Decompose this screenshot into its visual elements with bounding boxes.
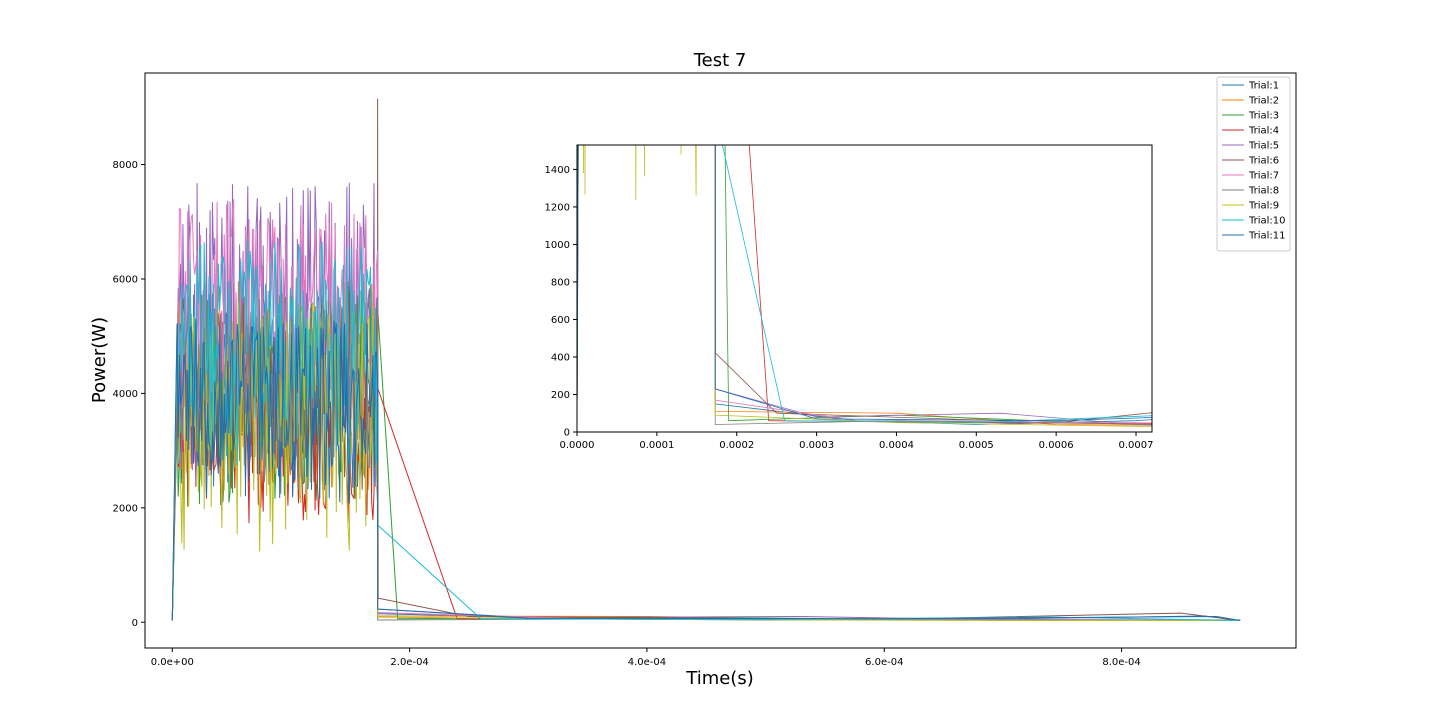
inset-x-tick-label: 0.0002 <box>719 440 754 451</box>
legend-label: Trial:6 <box>1248 156 1279 167</box>
inset-y-tick-label: 200 <box>551 390 570 401</box>
x-tick-label: 0.0e+00 <box>151 657 194 668</box>
inset-x-tick-label: 0.0004 <box>879 440 914 451</box>
legend-label: Trial:3 <box>1248 111 1279 122</box>
x-axis-title: Time(s) <box>685 668 753 689</box>
main-axis-ticks: 0.0e+00 2.0e-04 4.0e-04 6.0e-04 8.0e-0402000… <box>113 160 1141 668</box>
inset-y-tick-label: 1200 <box>545 202 570 213</box>
inset-plot-frame <box>576 144 1153 433</box>
inset-x-tick-label: 0.0006 <box>1039 440 1074 451</box>
legend-label: Trial:4 <box>1248 126 1279 137</box>
legend-label: Trial:1 <box>1248 81 1279 92</box>
legend-label: Trial:7 <box>1248 171 1279 182</box>
inset-y-tick-label: 1400 <box>545 165 570 176</box>
inset-x-tick-label: 0.0003 <box>799 440 834 451</box>
y-tick-label: 4000 <box>113 389 138 400</box>
inset-plot-background <box>577 145 1152 432</box>
x-tick-label: 8.0e-04 <box>1102 657 1140 668</box>
series-line-trial-5 <box>171 182 1241 621</box>
legend-label: Trial:8 <box>1248 186 1279 197</box>
inset-y-tick-label: 0 <box>564 428 570 439</box>
legend: Trial:1 Trial:2 Trial:3 Trial:4 Trial:5 Trial… <box>1216 76 1291 252</box>
legend-label: Trial:9 <box>1248 201 1279 212</box>
series-line-trial-10 <box>171 240 1241 621</box>
inset-y-tick-label: 600 <box>551 315 570 326</box>
y-tick-label: 2000 <box>113 503 138 514</box>
main-plot-frame <box>144 72 1297 649</box>
legend-box <box>1216 76 1291 252</box>
y-tick-label: 8000 <box>113 160 138 171</box>
x-tick-label: 2.0e-04 <box>390 657 428 668</box>
legend-label: Trial:2 <box>1248 96 1279 107</box>
inset-y-tick-label: 800 <box>551 277 570 288</box>
y-axis-title: Power(W) <box>89 317 110 403</box>
inset-x-tick-label: 0.0001 <box>639 440 674 451</box>
series-line-trial-11 <box>171 320 1241 621</box>
inset-x-tick-label: 0.0000 <box>560 440 595 451</box>
y-tick-label: 0 <box>132 618 138 629</box>
legend-label: Trial:10 <box>1248 216 1286 227</box>
inset-y-tick-label: 1000 <box>545 240 570 251</box>
legend-label: Trial:11 <box>1248 231 1286 242</box>
main-plot-lines <box>171 98 1241 621</box>
y-tick-label: 6000 <box>113 274 138 285</box>
inset-x-tick-label: 0.0005 <box>959 440 994 451</box>
inset-x-tick-label: 0.0007 <box>1119 440 1154 451</box>
x-tick-label: 4.0e-04 <box>628 657 666 668</box>
inset-axis-ticks: 0.0000 0.0001 0.0002 0.0003 0.0004 0.0005 0.00… <box>545 165 1154 451</box>
x-tick-label: 6.0e-04 <box>865 657 903 668</box>
inset-y-tick-label: 400 <box>551 352 570 363</box>
chart-title: Test 7 <box>693 50 747 71</box>
legend-label: Trial:5 <box>1248 141 1279 152</box>
